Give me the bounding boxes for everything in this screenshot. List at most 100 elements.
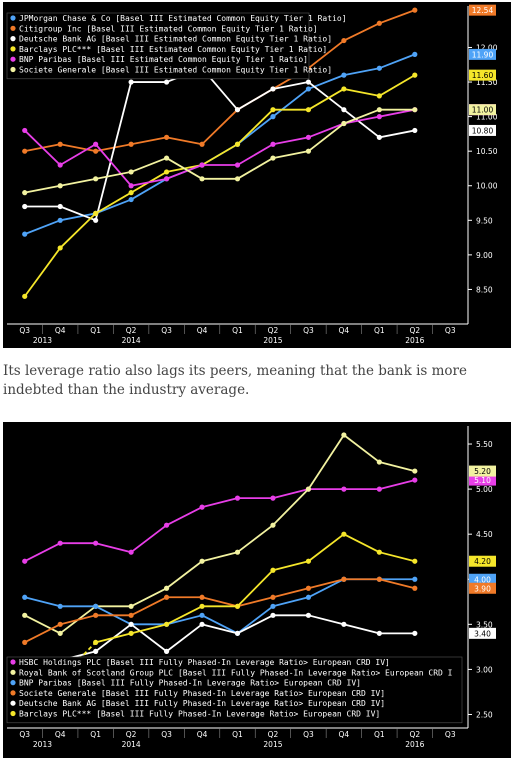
legend-marker [10, 700, 16, 706]
x-tick-label: Q3 [19, 326, 30, 335]
series-line-segment [343, 22, 380, 42]
y-tick-label: 5.50 [476, 440, 493, 449]
series-point [305, 107, 312, 113]
series-point [376, 549, 382, 555]
series-line-segment [308, 122, 345, 139]
series-line-segment [201, 143, 238, 166]
legend-marker [10, 680, 16, 686]
series-point [376, 107, 382, 113]
series-point [57, 203, 63, 210]
series-line-segment [130, 524, 168, 553]
series-point [57, 141, 63, 147]
series-line-segment [201, 623, 238, 635]
x-tick-label: Q2 [126, 730, 137, 739]
series-point [22, 203, 28, 210]
series-point [93, 540, 99, 546]
series-point [22, 558, 28, 564]
series-line-segment [166, 136, 203, 146]
x-year-label: 2014 [122, 740, 141, 749]
series-point [412, 51, 418, 57]
series-point [22, 148, 28, 154]
x-tick-label: Q4 [55, 730, 66, 739]
x-year-label: 2015 [263, 740, 282, 749]
cet1-ratio-chart-svg: 8.50 9.00 9.50 10.00 10.50 11.00 11.50 12.00 Q3 Q… [6, 4, 498, 345]
end-value-tag [469, 474, 496, 486]
x-tick-label: Q4 [55, 326, 66, 335]
series-point [270, 107, 276, 113]
series-point [270, 522, 276, 528]
end-value-label: 12.54 [472, 6, 494, 15]
x-year-label: 2013 [33, 740, 52, 749]
series-point [412, 558, 418, 564]
series-point [376, 486, 382, 492]
x-tick-label: Q3 [445, 730, 456, 739]
end-value-label: 4.20 [474, 557, 491, 566]
series-line-segment [59, 212, 97, 249]
series-point [199, 594, 205, 600]
series-point [22, 639, 28, 645]
series-line-segment [95, 632, 132, 644]
x-year-label: 2015 [263, 336, 282, 345]
series-line-segment [24, 623, 61, 644]
series-line-segment [95, 198, 132, 215]
series-line-segment [95, 542, 132, 554]
series-point [270, 495, 276, 501]
x-tick-label: Q1 [374, 326, 385, 335]
series-line-segment [59, 614, 96, 626]
x-tick-label: Q4 [197, 730, 208, 739]
series-point [93, 648, 99, 654]
series-point [234, 107, 241, 113]
x-tick-label: Q1 [232, 326, 243, 335]
series-line-segment [130, 587, 167, 608]
series-point [22, 594, 28, 600]
series-line-segment [272, 488, 309, 499]
series-line-segment [236, 109, 274, 145]
series-line-segment [95, 171, 132, 180]
series-point [163, 621, 170, 627]
end-value-tag [469, 124, 496, 136]
series-line-segment [166, 506, 203, 526]
series-point [57, 630, 63, 636]
series-point [270, 155, 276, 161]
legend-marker [10, 56, 16, 62]
series-line-segment [343, 623, 380, 635]
series-point [163, 169, 170, 175]
series-line-segment [272, 88, 309, 118]
end-value-tag [469, 48, 496, 60]
y-tick-label: 11.50 [476, 78, 498, 87]
x-tick-label: Q1 [90, 730, 101, 739]
series-point [22, 190, 28, 196]
series-point [376, 630, 382, 636]
series-line-segment [272, 136, 309, 146]
end-value-tag [469, 465, 496, 477]
series-line-segment [60, 177, 96, 187]
series-point [199, 558, 205, 564]
x-tick-label: Q3 [161, 326, 172, 335]
series-line-segment [307, 533, 345, 562]
series-line-segment [343, 88, 380, 97]
series-line-segment [60, 212, 96, 222]
series-point [341, 37, 347, 44]
series-line-segment [272, 488, 310, 526]
series-point [376, 93, 382, 99]
legend-marker [10, 669, 16, 675]
series-point [199, 612, 205, 618]
end-value-tag [469, 582, 496, 594]
series-point [22, 127, 28, 134]
legend-entry: Deutsche Bank AG [Basel III Fully Phased… [19, 699, 385, 708]
legend-entry: Societe Generale [Basel III Estimated Co… [19, 66, 332, 75]
series-point [128, 141, 134, 147]
series-point [163, 522, 170, 528]
legend-box [6, 656, 463, 724]
series-point [341, 72, 347, 78]
series-point [199, 141, 205, 147]
series-point [341, 120, 347, 127]
series-line-segment [379, 108, 415, 118]
cet1-ratio-chart: 8.50 9.00 9.50 10.00 10.50 11.00 11.50 12.00 Q3 Q… [3, 2, 511, 348]
legend-marker [10, 66, 16, 73]
series-point [199, 504, 205, 510]
series-line-segment [130, 178, 168, 201]
series-line-segment [237, 143, 274, 166]
series-point [22, 612, 28, 618]
series-point [412, 127, 418, 134]
